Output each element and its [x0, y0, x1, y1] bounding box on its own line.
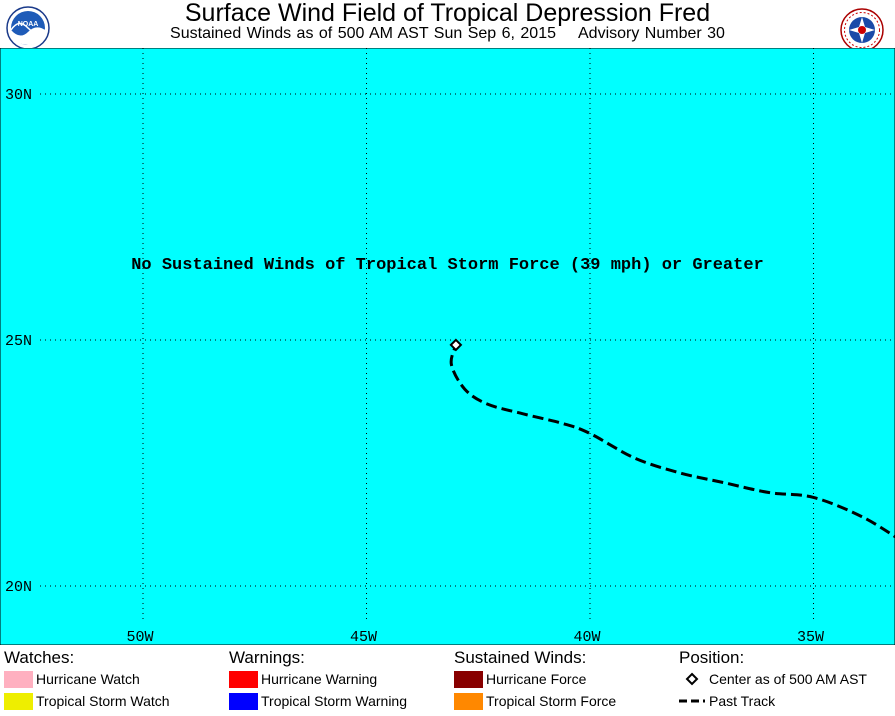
- legend-item-tropical-storm-warning: Tropical Storm Warning: [229, 690, 407, 712]
- hurricane-warning-swatch: [229, 670, 258, 688]
- legend-label: Tropical Storm Force: [486, 693, 617, 709]
- legend-item-tropical-storm-watch: Tropical Storm Watch: [4, 690, 170, 712]
- legend-watches-heading: Watches:: [4, 648, 75, 667]
- legend-warnings: Warnings: Hurricane Warning Tropical Sto…: [229, 646, 407, 712]
- legend-label: Hurricane Force: [486, 671, 587, 687]
- latitude-label: 25N: [5, 333, 32, 350]
- advisory-number: Advisory Number 30: [578, 25, 725, 42]
- legend-item-hurricane-force: Hurricane Force: [454, 668, 616, 690]
- tropical-storm-warning-swatch: [229, 692, 258, 710]
- svg-text:NOAA: NOAA: [18, 21, 39, 28]
- longitude-label: 50W: [126, 629, 153, 645]
- legend-item-tropical-storm-force: Tropical Storm Force: [454, 690, 616, 712]
- ocean-area: [0, 48, 895, 645]
- advisory-time: Sustained Winds as of 500 AM AST Sun Sep…: [170, 25, 556, 42]
- legend-watches: Watches: Hurricane Watch Tropical Storm …: [4, 646, 170, 712]
- longitude-label: 40W: [573, 629, 600, 645]
- hurricane-force-swatch: [454, 670, 483, 688]
- hurricane-watch-swatch: [4, 670, 33, 688]
- legend-item-hurricane-warning: Hurricane Warning: [229, 668, 407, 690]
- legend-position-heading: Position:: [679, 648, 745, 667]
- tropical-storm-watch-swatch: [4, 692, 33, 710]
- page-title: Surface Wind Field of Tropical Depressio…: [184, 0, 711, 27]
- grid-labels: 30N 25N 20N 50W 45W 40W 35W: [5, 87, 824, 645]
- legend-winds: Sustained Winds: Hurricane Force Tropica…: [454, 646, 616, 712]
- legend-item-hurricane-watch: Hurricane Watch: [4, 668, 170, 690]
- legend-label: Tropical Storm Watch: [36, 693, 170, 709]
- dashed-line-icon: [679, 693, 705, 710]
- legend-item-center: Center as of 500 AM AST: [679, 668, 867, 690]
- map-canvas: 30N 25N 20N 50W 45W 40W 35W: [0, 48, 895, 645]
- legend-label: Center as of 500 AM AST: [709, 671, 867, 687]
- legend-warnings-heading: Warnings:: [229, 648, 305, 667]
- legend-position: Position: Center as of 500 AM AST Past T…: [679, 646, 867, 712]
- legend-item-past-track: Past Track: [679, 690, 867, 712]
- tropical-storm-force-swatch: [454, 692, 483, 710]
- legend-winds-heading: Sustained Winds:: [454, 648, 587, 667]
- latitude-label: 30N: [5, 87, 32, 104]
- lat-lon-grid: [40, 48, 895, 620]
- legend-label: Hurricane Warning: [261, 671, 378, 687]
- storm-center-marker: [449, 338, 463, 352]
- past-track-line: [449, 344, 895, 539]
- diamond-icon: [679, 671, 705, 688]
- longitude-label: 35W: [797, 629, 824, 645]
- map-legend: Watches: Hurricane Watch Tropical Storm …: [0, 646, 895, 716]
- national-weather-service-logo: [840, 8, 884, 52]
- wind-field-map: 30N 25N 20N 50W 45W 40W 35W No Sustained Winds…: [0, 48, 895, 645]
- map-header: NOAA Surface Wind Field of Tropical Depr…: [0, 0, 895, 52]
- wind-field-message: No Sustained Winds of Tropical Storm For…: [131, 256, 764, 275]
- legend-label: Tropical Storm Warning: [261, 693, 408, 709]
- latitude-label: 20N: [5, 579, 32, 596]
- legend-label: Past Track: [709, 693, 776, 709]
- legend-label: Hurricane Watch: [36, 671, 140, 687]
- noaa-logo: NOAA: [6, 6, 50, 50]
- longitude-label: 45W: [350, 629, 377, 645]
- page-subtitle: Sustained Winds as of 500 AM AST Sun Sep…: [0, 25, 895, 43]
